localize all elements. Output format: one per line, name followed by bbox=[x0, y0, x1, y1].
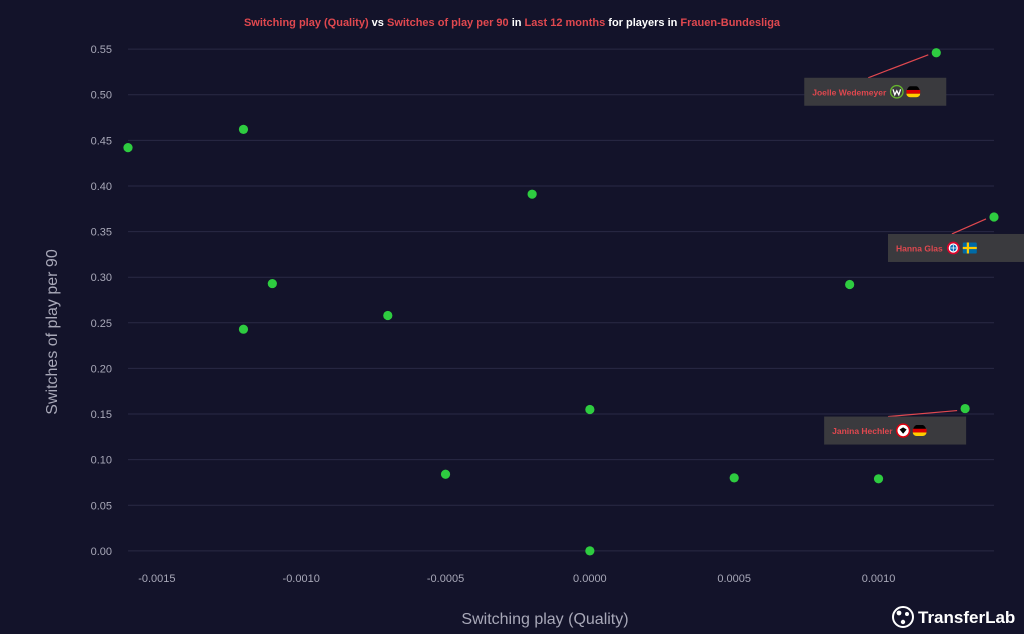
x-tick-label: 0.0000 bbox=[573, 573, 607, 585]
title-part: Switches of play per 90 bbox=[387, 17, 509, 29]
title-part: in bbox=[509, 17, 525, 29]
y-tick-label: 0.40 bbox=[91, 181, 112, 193]
leader-line bbox=[867, 54, 929, 79]
data-point bbox=[989, 212, 999, 222]
data-point bbox=[873, 474, 884, 484]
y-tick-label: 0.50 bbox=[91, 90, 112, 102]
brand-logo: TransferLab bbox=[892, 606, 1015, 628]
y-tick-label: 0.25 bbox=[91, 318, 112, 330]
x-tick-label: -0.0010 bbox=[283, 573, 320, 585]
y-axis-label: Switches of play per 90 bbox=[44, 249, 61, 415]
y-tick-label: 0.05 bbox=[91, 500, 112, 512]
data-point bbox=[960, 403, 970, 414]
chart-title: Switching play (Quality) vs Switches of … bbox=[244, 17, 781, 29]
y-tick-label: 0.20 bbox=[91, 363, 112, 375]
player-name: Janina Hechler bbox=[832, 426, 893, 436]
player-label: Joelle Wedemeyer bbox=[804, 54, 947, 106]
label-box bbox=[804, 77, 947, 106]
data-point bbox=[440, 469, 451, 479]
data-point bbox=[267, 278, 277, 289]
leader-line bbox=[887, 409, 958, 418]
y-tick-label: 0.00 bbox=[91, 546, 112, 558]
x-tick-label: -0.0005 bbox=[427, 573, 464, 585]
y-tick-label: 0.35 bbox=[91, 227, 112, 239]
x-tick-label: 0.0010 bbox=[862, 573, 896, 585]
data-point bbox=[238, 124, 249, 135]
x-tick-label: 0.0005 bbox=[717, 573, 751, 585]
player-label: Hanna Glas bbox=[888, 218, 1024, 262]
frankfurt-crest-icon bbox=[895, 423, 911, 438]
data-point bbox=[585, 404, 595, 415]
y-tick-label: 0.30 bbox=[91, 272, 112, 284]
sweden-flag-icon bbox=[962, 242, 977, 254]
brand-name: TransferLab bbox=[918, 608, 1015, 627]
germany-flag-icon bbox=[904, 84, 923, 100]
bayern-crest-icon bbox=[946, 241, 960, 255]
data-point bbox=[845, 279, 855, 290]
player-name: Hanna Glas bbox=[896, 243, 943, 253]
football-icon bbox=[892, 606, 914, 628]
title-part: Switching play (Quality) bbox=[244, 17, 369, 29]
y-tick-label: 0.55 bbox=[91, 44, 112, 56]
x-axis-label: Switching play (Quality) bbox=[461, 611, 628, 628]
title-part: Frauen-Bundesliga bbox=[680, 17, 781, 29]
y-tick-label: 0.45 bbox=[91, 135, 112, 147]
title-part: for players in bbox=[605, 17, 680, 29]
player-labels: Joelle Wedemeyer Hanna Glas Janina Hechler bbox=[804, 54, 1024, 445]
data-point bbox=[527, 189, 537, 199]
y-axis-ticks: 0.00 0.05 0.10 0.15 0.20 0.25 0.30 0.35 0.40 0.45… bbox=[91, 44, 112, 558]
x-tick-label: -0.0015 bbox=[138, 573, 175, 585]
wolfsburg-crest-icon bbox=[889, 84, 904, 99]
x-axis-ticks: -0.0015 -0.0010 -0.0005 0.0000 0.0005 0.0010 bbox=[138, 573, 895, 585]
data-points bbox=[123, 48, 999, 556]
label-box bbox=[824, 416, 967, 445]
leader-line bbox=[951, 218, 987, 235]
title-part: vs bbox=[369, 17, 387, 29]
data-point bbox=[729, 473, 739, 483]
data-point bbox=[585, 546, 595, 556]
y-tick-label: 0.15 bbox=[91, 409, 112, 421]
title-part: Last 12 months bbox=[525, 17, 606, 29]
data-point bbox=[383, 310, 393, 321]
germany-flag-icon bbox=[910, 423, 929, 439]
grid-lines bbox=[128, 48, 994, 552]
data-point bbox=[238, 324, 249, 334]
data-point bbox=[123, 143, 133, 153]
data-point bbox=[931, 48, 941, 58]
player-name: Joelle Wedemeyer bbox=[812, 87, 887, 97]
y-tick-label: 0.10 bbox=[91, 455, 112, 467]
player-label: Janina Hechler bbox=[824, 409, 967, 445]
